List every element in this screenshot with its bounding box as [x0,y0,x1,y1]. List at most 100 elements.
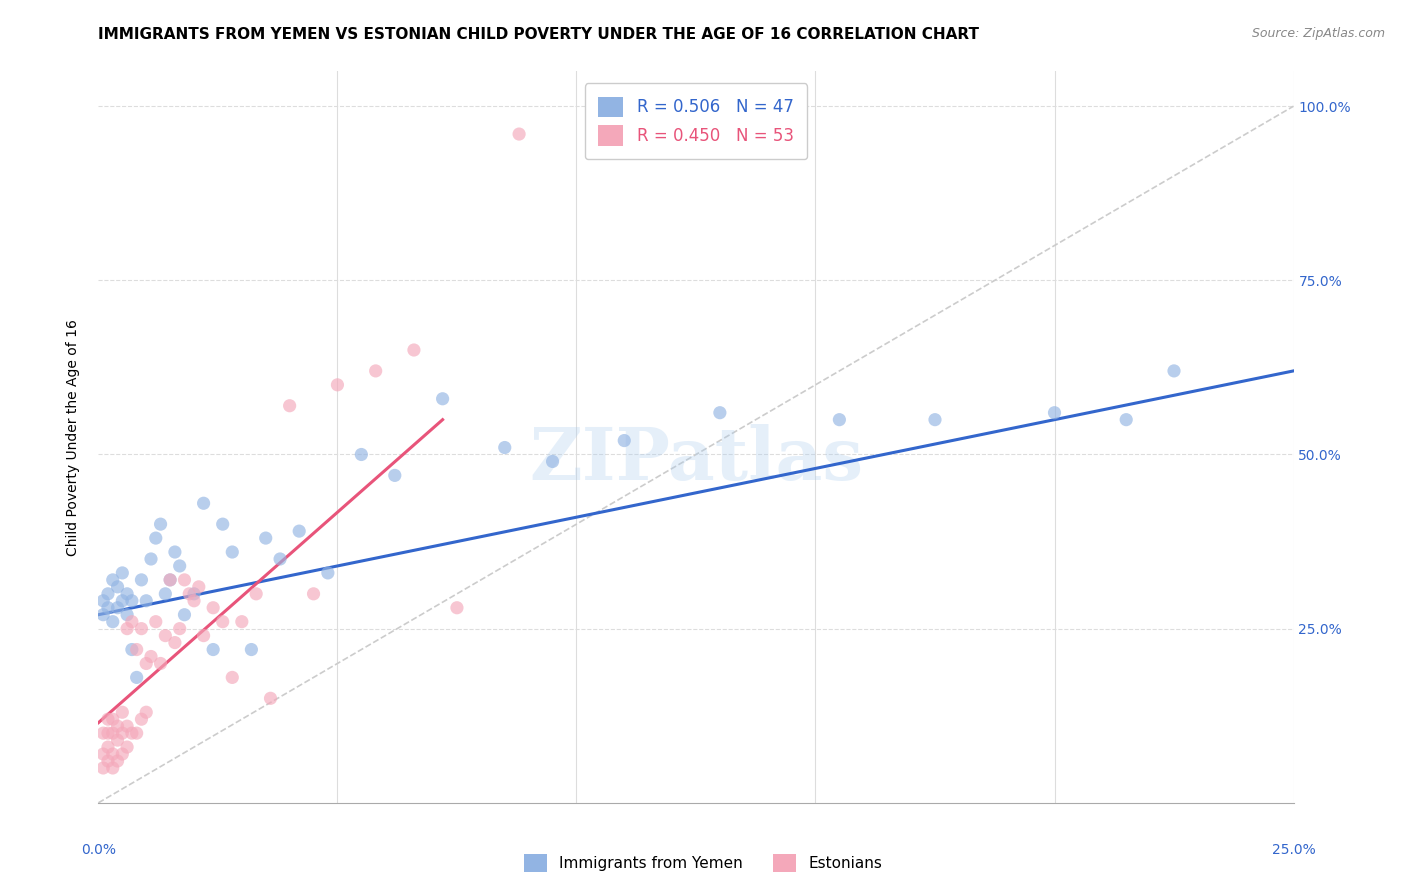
Point [302,587,325,601]
Point [107,600,129,615]
Point [202,600,225,615]
Point [115,740,138,755]
Point [183,587,205,601]
Point [211,517,233,532]
Point [111,705,134,719]
Point [169,622,191,636]
Point [384,468,406,483]
Point [97,754,120,768]
Point [193,496,215,510]
Point [254,531,277,545]
Point [155,629,177,643]
Point [107,580,129,594]
Point [131,712,153,726]
Point [187,580,209,594]
Point [613,434,636,448]
Point [101,747,124,761]
Point [163,635,186,649]
Point [193,629,215,643]
Point [139,552,162,566]
Point [316,566,339,580]
Point [364,364,387,378]
Point [149,657,172,671]
Point [91,747,114,761]
Point [432,392,454,406]
Point [211,615,233,629]
Point [155,587,177,601]
Point [173,573,195,587]
Point [446,600,468,615]
Point [221,545,243,559]
Point [288,524,311,538]
Point [111,726,134,740]
Text: 25.0%: 25.0% [1271,843,1316,857]
Point [107,754,129,768]
Point [183,594,205,608]
Point [240,642,263,657]
Text: 0.0%: 0.0% [82,843,115,857]
Point [145,531,167,545]
Point [125,642,148,657]
Point [278,399,301,413]
Point [97,587,120,601]
Text: Source: ZipAtlas.com: Source: ZipAtlas.com [1251,27,1385,40]
Point [269,552,291,566]
Point [121,594,143,608]
Point [115,622,138,636]
Point [131,573,153,587]
Point [91,594,114,608]
Point [145,615,167,629]
Point [1043,406,1066,420]
Point [121,726,143,740]
Legend: R = 0.506   N = 47, R = 0.450   N = 53: R = 0.506 N = 47, R = 0.450 N = 53 [585,83,807,159]
Point [131,622,153,636]
Point [125,670,148,684]
Point [135,594,157,608]
Point [221,670,243,684]
Point [91,761,114,775]
Point [508,127,530,141]
Point [163,545,186,559]
Point [402,343,425,357]
Point [179,587,201,601]
Point [111,594,134,608]
Point [259,691,281,706]
Point [135,705,157,719]
Point [101,726,124,740]
Point [828,412,851,426]
Point [202,642,225,657]
Point [101,761,124,775]
Point [115,607,138,622]
Point [101,712,124,726]
Point [326,377,349,392]
Point [111,566,134,580]
Point [709,406,731,420]
Point [107,719,129,733]
Point [350,448,373,462]
Point [101,615,124,629]
Point [169,558,191,573]
Point [101,573,124,587]
Point [173,607,195,622]
Point [231,615,253,629]
Point [115,719,138,733]
Point [97,726,120,740]
Point [149,517,172,532]
Point [121,642,143,657]
Point [91,607,114,622]
Point [121,615,143,629]
Point [91,726,114,740]
Point [139,649,162,664]
Point [159,573,181,587]
Point [97,740,120,755]
Point [1163,364,1185,378]
Point [159,573,181,587]
Y-axis label: Child Poverty Under the Age of 16: Child Poverty Under the Age of 16 [66,318,80,556]
Point [541,454,564,468]
Point [107,733,129,747]
Point [97,600,120,615]
Text: IMMIGRANTS FROM YEMEN VS ESTONIAN CHILD POVERTY UNDER THE AGE OF 16 CORRELATION : IMMIGRANTS FROM YEMEN VS ESTONIAN CHILD … [98,27,980,42]
Point [115,587,138,601]
Point [1115,412,1137,426]
Point [135,657,157,671]
